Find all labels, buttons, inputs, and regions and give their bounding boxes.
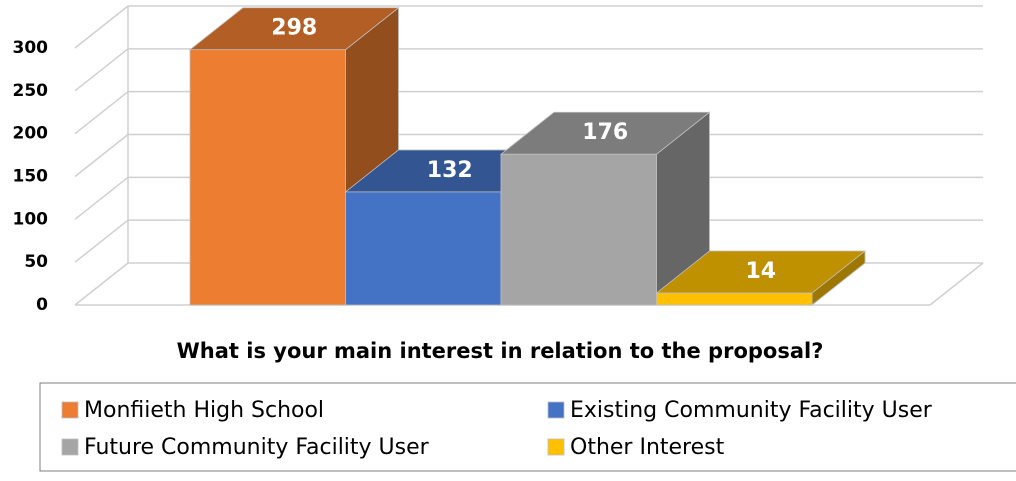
y-tick-label: 200 — [13, 124, 49, 144]
bar-front — [656, 292, 813, 306]
grid-line — [74, 133, 129, 178]
grid-line — [74, 176, 129, 220]
value-label: 298 — [271, 16, 317, 41]
legend-label: Future Community Facility User — [84, 435, 430, 460]
legend-swatch — [61, 438, 79, 456]
value-label: 132 — [427, 158, 473, 183]
legend-label: Other Interest — [570, 435, 725, 460]
value-label: 176 — [582, 120, 628, 145]
legend-swatch — [547, 401, 565, 419]
bar-front — [345, 191, 502, 306]
legend-swatch — [61, 401, 79, 419]
legend-label: Existing Community Facility User — [570, 398, 933, 423]
bar — [499, 111, 711, 306]
bar — [655, 250, 867, 306]
bar-front — [189, 49, 346, 306]
y-tick-label: 250 — [13, 81, 49, 101]
grid-line — [74, 5, 129, 49]
grid-line — [74, 219, 129, 263]
floor-edge — [929, 262, 984, 306]
grid-line — [74, 48, 129, 92]
legend-swatch — [547, 438, 565, 456]
y-tick-label: 50 — [24, 252, 48, 272]
value-label: 14 — [745, 259, 776, 284]
y-tick-label: 100 — [13, 209, 49, 229]
grid-line — [74, 262, 129, 306]
grid-line — [74, 91, 129, 135]
chart-title: What is your main interest in relation t… — [177, 339, 824, 363]
legend-box — [39, 382, 1016, 472]
y-tick-label: 150 — [13, 167, 49, 187]
legend-label: Monfiieth High School — [84, 398, 324, 423]
y-tick-label: 0 — [36, 295, 48, 315]
bar-front — [500, 153, 657, 306]
y-tick-label: 300 — [13, 38, 49, 58]
